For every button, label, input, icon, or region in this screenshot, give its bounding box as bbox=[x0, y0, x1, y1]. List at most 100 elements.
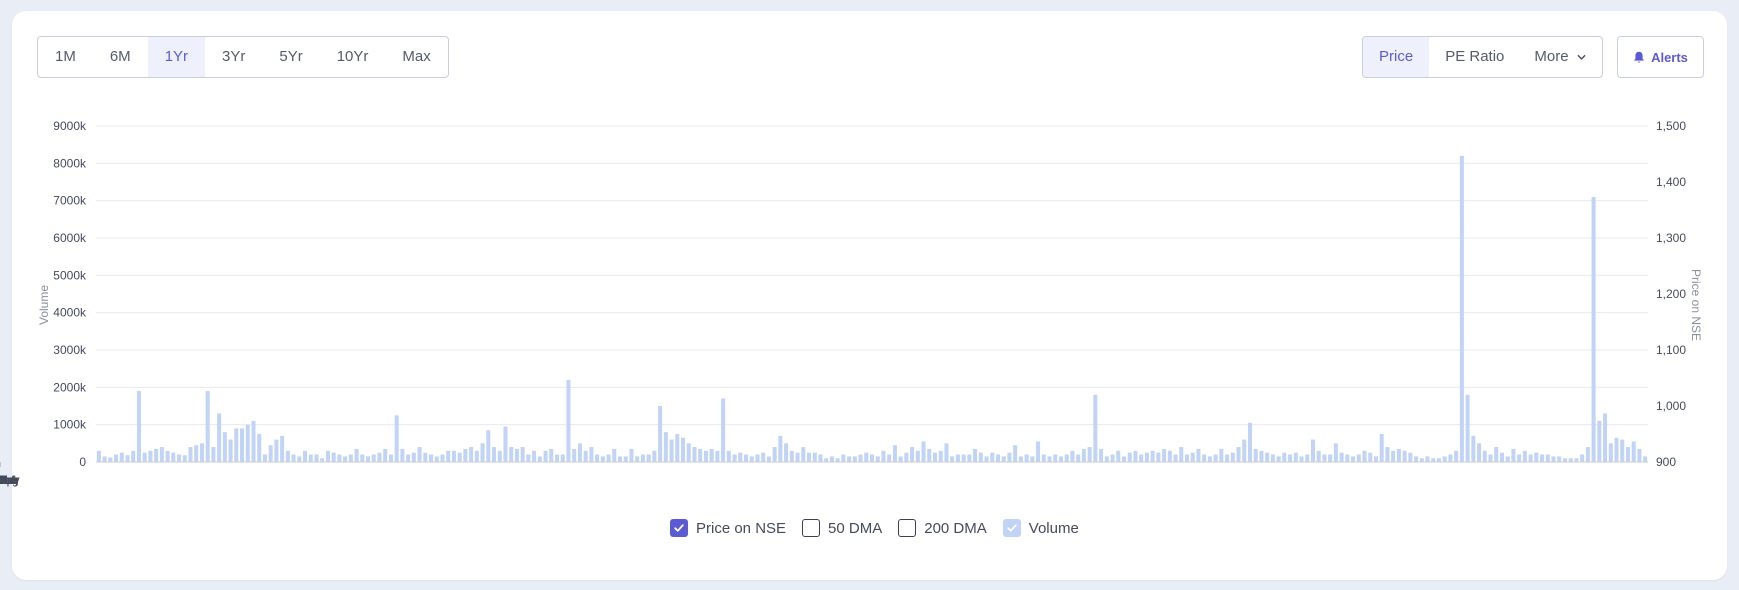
volume-bar bbox=[910, 447, 915, 462]
volume-bar bbox=[921, 441, 926, 462]
volume-bar bbox=[406, 454, 411, 462]
volume-bar bbox=[744, 454, 749, 462]
legend-price-on-nse[interactable]: Price on NSE bbox=[670, 519, 786, 537]
x-tick-label: 26 Jul bbox=[0, 473, 16, 487]
legend-checkbox[interactable] bbox=[898, 519, 917, 537]
volume-bar bbox=[366, 456, 371, 462]
volume-bar bbox=[961, 454, 966, 462]
left-tick-label: 0 bbox=[79, 455, 86, 469]
volume-bar bbox=[887, 454, 892, 462]
volume-bar bbox=[1184, 454, 1189, 462]
volume-bar bbox=[1207, 456, 1212, 462]
alerts-button[interactable]: Alerts bbox=[1617, 36, 1704, 78]
legend-200-dma[interactable]: 200 DMA bbox=[898, 519, 987, 537]
volume-bar bbox=[1379, 434, 1384, 462]
left-tick-label: 9000k bbox=[53, 119, 87, 133]
volume-bar bbox=[291, 454, 296, 462]
volume-bar bbox=[852, 456, 857, 462]
volume-bar bbox=[1408, 452, 1413, 462]
volume-bar bbox=[182, 455, 187, 462]
volume-bar bbox=[789, 450, 794, 462]
legend-checkbox[interactable] bbox=[670, 519, 688, 537]
volume-bar bbox=[274, 439, 279, 462]
right-tick-label: 1,200 bbox=[1656, 287, 1686, 301]
volume-bar bbox=[337, 454, 342, 462]
volume-bar bbox=[154, 448, 159, 462]
range-button-1m[interactable]: 1M bbox=[55, 48, 76, 65]
volume-bar bbox=[892, 445, 897, 462]
x-axis-ticks: 12 Mar15 Apr19 May22 Jun26 Jul29 Aug2 Oc… bbox=[0, 461, 1648, 487]
volume-bar bbox=[1425, 456, 1430, 462]
volume-bar bbox=[1339, 452, 1344, 462]
volume-bar bbox=[904, 452, 909, 462]
volume-bar bbox=[222, 432, 227, 462]
volume-bar bbox=[1047, 456, 1052, 462]
volume-bar bbox=[583, 450, 588, 462]
volume-bar bbox=[343, 456, 348, 462]
volume-bar bbox=[572, 448, 577, 462]
volume-bar bbox=[1024, 454, 1029, 462]
volume-bar bbox=[371, 454, 376, 462]
volume-bar bbox=[234, 428, 239, 462]
range-button-10yr[interactable]: 10Yr bbox=[336, 48, 369, 65]
volume-bar bbox=[612, 448, 617, 462]
volume-bar bbox=[497, 450, 502, 462]
volume-bar bbox=[188, 447, 193, 462]
volume-bar bbox=[217, 413, 222, 462]
volume-bar bbox=[1603, 413, 1608, 462]
range-button-5yr[interactable]: 5Yr bbox=[279, 48, 303, 65]
volume-bar bbox=[1110, 454, 1115, 462]
volume-bar bbox=[669, 439, 674, 462]
range-button-3yr[interactable]: 3Yr bbox=[222, 48, 246, 65]
volume-bar bbox=[1351, 456, 1356, 462]
volume-bar bbox=[772, 447, 777, 462]
legend-checkbox[interactable] bbox=[1002, 519, 1021, 537]
volume-bar bbox=[755, 454, 760, 462]
volume-bar bbox=[549, 448, 554, 462]
volume-bar bbox=[280, 435, 285, 462]
volume-bar bbox=[125, 455, 130, 462]
volume-bar bbox=[451, 450, 456, 462]
volume-bar bbox=[973, 448, 978, 462]
volume-bar bbox=[824, 458, 829, 462]
volume-bar bbox=[1517, 454, 1522, 462]
metric-button-pe-ratio[interactable]: PE Ratio bbox=[1445, 48, 1505, 65]
volume-bar bbox=[1219, 448, 1224, 462]
volume-bar bbox=[1179, 447, 1184, 462]
volume-bar bbox=[199, 443, 204, 462]
volume-bar bbox=[589, 447, 594, 462]
left-tick-label: 2000k bbox=[53, 380, 87, 394]
volume-bar bbox=[1471, 435, 1476, 462]
volume-bar bbox=[675, 434, 680, 462]
legend-volume[interactable]: Volume bbox=[1002, 519, 1079, 537]
volume-bar bbox=[1494, 447, 1499, 462]
volume-bar bbox=[1391, 450, 1396, 462]
volume-bar bbox=[766, 456, 771, 462]
volume-bar bbox=[812, 452, 817, 462]
legend-50-dma[interactable]: 50 DMA bbox=[802, 519, 882, 537]
more-dropdown[interactable]: More bbox=[1520, 37, 1601, 77]
volume-bar bbox=[446, 450, 451, 462]
range-button-6m[interactable]: 6M bbox=[109, 48, 131, 65]
volume-bar bbox=[967, 454, 972, 462]
range-button-1yr[interactable]: 1Yr bbox=[147, 37, 206, 77]
volume-bar bbox=[1139, 454, 1144, 462]
volume-bar bbox=[1540, 454, 1545, 462]
legend-label: Volume bbox=[1028, 519, 1079, 537]
volume-bar bbox=[560, 454, 565, 462]
range-button-max[interactable]: Max bbox=[402, 48, 431, 65]
x-tick-label: 22 Jun bbox=[0, 473, 18, 487]
volume-bar bbox=[595, 454, 600, 462]
volume-bar bbox=[1574, 458, 1579, 462]
left-tick-label: 6000k bbox=[53, 231, 87, 245]
volume-bar bbox=[1247, 422, 1252, 462]
metric-button-price[interactable]: Price bbox=[1363, 37, 1430, 77]
volume-bar bbox=[434, 456, 439, 462]
volume-bar bbox=[738, 452, 743, 462]
volume-bar bbox=[847, 456, 852, 462]
volume-bar bbox=[726, 450, 731, 462]
volume-bar bbox=[875, 456, 880, 462]
volume-bar bbox=[1322, 454, 1327, 462]
legend-checkbox[interactable] bbox=[802, 519, 821, 537]
volume-bar bbox=[102, 456, 107, 462]
